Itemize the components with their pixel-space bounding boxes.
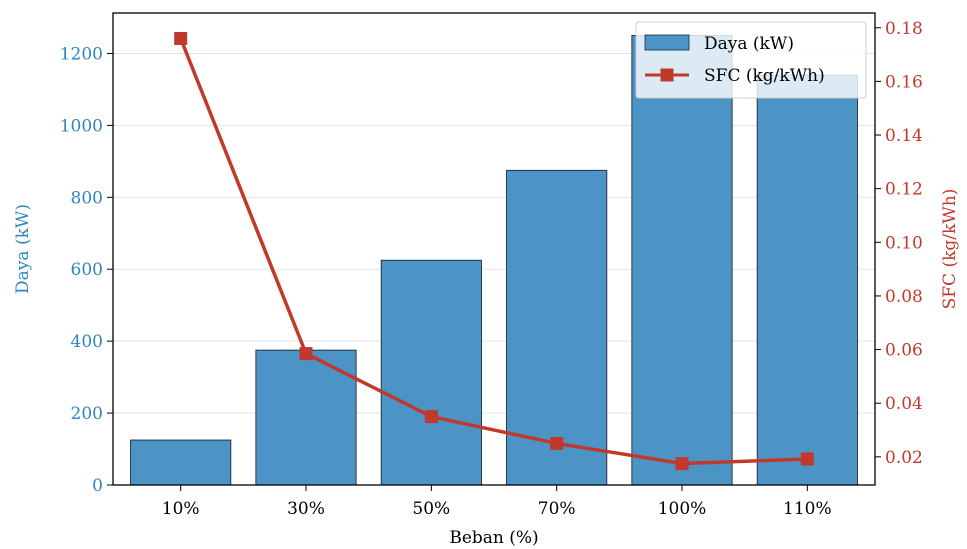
line-point bbox=[174, 31, 188, 45]
bar bbox=[756, 74, 858, 486]
bar bbox=[380, 259, 482, 486]
legend-box bbox=[635, 21, 867, 99]
x-tick-label: 110% bbox=[783, 499, 832, 519]
x-tick-label: 100% bbox=[658, 499, 707, 519]
left-tick-label: 200 bbox=[71, 404, 103, 424]
right-tick-label: 0.16 bbox=[885, 72, 923, 92]
right-tick-label: 0.02 bbox=[885, 448, 923, 468]
right-tick-label: 0.18 bbox=[885, 19, 923, 39]
x-tick-label: 70% bbox=[538, 499, 576, 519]
sfc-line bbox=[179, 37, 808, 466]
right-tick-label: 0.08 bbox=[885, 287, 923, 307]
left-tick-label: 0 bbox=[92, 476, 103, 496]
line-point bbox=[299, 347, 313, 361]
right-axis: 0.02 0.04 0.06 0.08 0.10 0.12 0.14 0.16 0.18 bbox=[875, 19, 923, 468]
bar bbox=[130, 439, 232, 486]
left-tick-label: 1200 bbox=[60, 44, 103, 64]
x-axis: 10% 30% 50% 70% 100% 110% bbox=[162, 485, 832, 519]
line-point bbox=[550, 436, 564, 450]
left-axis: 0 200 400 600 800 1000 1200 bbox=[60, 44, 113, 496]
plot-frame bbox=[112, 12, 876, 486]
line-point bbox=[675, 457, 689, 471]
right-tick-label: 0.14 bbox=[885, 126, 923, 146]
left-tick-label: 1000 bbox=[60, 116, 103, 136]
x-tick-label: 30% bbox=[287, 499, 325, 519]
x-tick-label: 10% bbox=[162, 499, 200, 519]
line-series bbox=[174, 31, 814, 471]
bar bbox=[506, 169, 608, 486]
left-axis-title: Daya (kW) bbox=[13, 204, 33, 294]
line-point bbox=[800, 452, 814, 466]
right-tick-label: 0.04 bbox=[885, 394, 923, 414]
right-tick-label: 0.06 bbox=[885, 341, 923, 361]
x-axis-title: Beban (%) bbox=[449, 528, 538, 548]
legend-line-marker bbox=[660, 68, 674, 82]
bar bbox=[631, 35, 733, 486]
bar-series bbox=[130, 35, 858, 486]
right-axis-title: SFC (kg/kWh) bbox=[940, 189, 960, 310]
left-tick-label: 800 bbox=[71, 188, 103, 208]
legend: Daya (kW) SFC (kg/kWh) bbox=[635, 21, 867, 99]
grid-lines bbox=[113, 52, 875, 414]
right-tick-label: 0.10 bbox=[885, 233, 923, 253]
x-tick-label: 50% bbox=[412, 499, 450, 519]
left-tick-label: 400 bbox=[71, 332, 103, 352]
legend-entry-sfc: SFC (kg/kWh) bbox=[704, 66, 825, 86]
right-tick-label: 0.12 bbox=[885, 180, 923, 200]
legend-entry-daya: Daya (kW) bbox=[704, 34, 794, 54]
line-point bbox=[424, 410, 438, 424]
legend-bar-swatch bbox=[644, 34, 690, 51]
left-tick-label: 600 bbox=[71, 260, 103, 280]
